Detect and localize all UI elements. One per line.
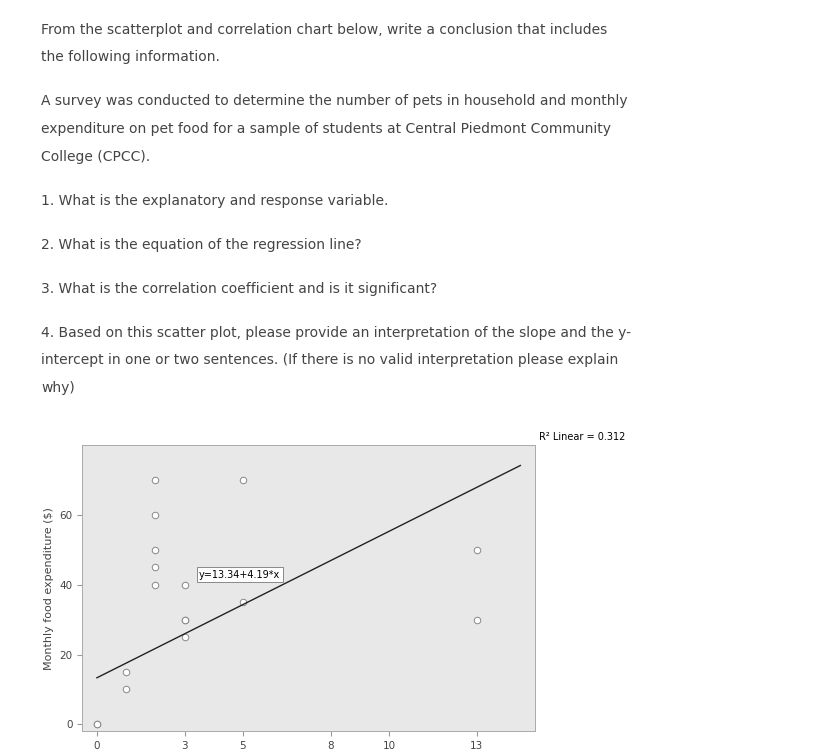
Point xyxy=(236,474,249,486)
Text: 4. Based on this scatter plot, please provide an interpretation of the slope and: 4. Based on this scatter plot, please pr… xyxy=(41,326,631,339)
Text: the following information.: the following information. xyxy=(41,51,220,64)
Point xyxy=(178,631,191,643)
Text: 1. What is the explanatory and response variable.: 1. What is the explanatory and response … xyxy=(41,194,388,207)
Text: 2. What is the equation of the regression line?: 2. What is the equation of the regressio… xyxy=(41,238,362,252)
Text: 3. What is the correlation coefficient and is it significant?: 3. What is the correlation coefficient a… xyxy=(41,281,437,296)
Text: R² Linear = 0.312: R² Linear = 0.312 xyxy=(540,432,625,442)
Point xyxy=(119,683,133,695)
Text: A survey was conducted to determine the number of pets in household and monthly: A survey was conducted to determine the … xyxy=(41,94,628,109)
Point xyxy=(149,544,162,556)
Point xyxy=(178,614,191,626)
Text: From the scatterplot and correlation chart below, write a conclusion that includ: From the scatterplot and correlation cha… xyxy=(41,23,607,37)
Point xyxy=(149,561,162,573)
Point xyxy=(91,719,104,731)
Y-axis label: Monthly food expenditure ($): Monthly food expenditure ($) xyxy=(44,507,53,670)
Text: College (CPCC).: College (CPCC). xyxy=(41,149,151,164)
Point xyxy=(119,666,133,678)
Point xyxy=(236,596,249,608)
Point xyxy=(470,544,483,556)
Point xyxy=(178,614,191,626)
Point xyxy=(149,474,162,486)
Point xyxy=(149,578,162,590)
Point xyxy=(91,719,104,731)
Text: intercept in one or two sentences. (If there is no valid interpretation please e: intercept in one or two sentences. (If t… xyxy=(41,353,618,367)
Text: why): why) xyxy=(41,381,75,395)
Point xyxy=(178,578,191,590)
Point xyxy=(470,614,483,626)
Text: y=13.34+4.19*x: y=13.34+4.19*x xyxy=(199,569,281,580)
Point xyxy=(149,509,162,521)
Text: expenditure on pet food for a sample of students at Central Piedmont Community: expenditure on pet food for a sample of … xyxy=(41,122,611,136)
